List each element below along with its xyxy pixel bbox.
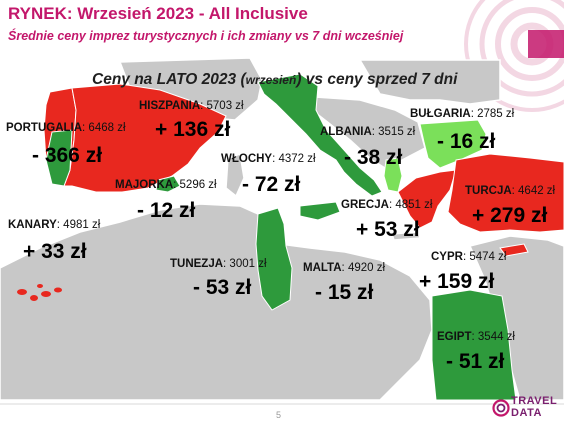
price-albania: 3515 zł bbox=[378, 126, 416, 138]
logo-word-data: DATA bbox=[511, 407, 542, 419]
price-tunezja: 3001 zł bbox=[229, 258, 267, 270]
change-kanary: + 33 zł bbox=[23, 240, 87, 263]
change-portugalia: - 366 zł bbox=[32, 144, 103, 167]
region-grecja bbox=[397, 169, 457, 229]
travel-data-logo: TRAVEL DATA bbox=[492, 394, 562, 422]
change-malta: - 15 zł bbox=[315, 281, 374, 304]
change-wlochy: - 72 zł bbox=[242, 173, 301, 196]
change-grecja: + 53 zł bbox=[356, 218, 420, 241]
price-hiszpania: 5703 zł bbox=[206, 100, 244, 112]
price-egipt: 3544 zł bbox=[477, 331, 515, 343]
change-egipt: - 51 zł bbox=[446, 350, 505, 373]
name-malta: MALTA bbox=[303, 262, 342, 274]
label-hiszpania: HISZPANIA: 5703 zł bbox=[139, 100, 244, 112]
region-sycylia bbox=[299, 201, 341, 221]
label-grecja: GRECJA: 4851 zł bbox=[341, 199, 433, 211]
region-kanary bbox=[17, 284, 62, 301]
change-turcja: + 279 zł bbox=[472, 204, 548, 227]
page-number: 5 bbox=[276, 410, 282, 420]
label-portugalia: PORTUGALIA: 6468 zł bbox=[6, 122, 126, 134]
label-albania: ALBANIA: 3515 zł bbox=[320, 126, 416, 138]
region-tunezja bbox=[255, 207, 293, 311]
label-turcja: TURCJA: 4642 zł bbox=[465, 185, 556, 197]
price-majorka: 5296 zł bbox=[179, 179, 217, 191]
name-egipt: EGIPT bbox=[437, 331, 472, 343]
name-wlochy: WŁOCHY bbox=[221, 153, 273, 165]
label-wlochy: WŁOCHY: 4372 zł bbox=[221, 153, 316, 165]
change-albania: - 38 zł bbox=[344, 146, 403, 169]
name-albania: ALBANIA bbox=[320, 126, 372, 138]
name-kanary: KANARY bbox=[8, 219, 57, 231]
price-bulgaria: 2785 zł bbox=[477, 108, 515, 120]
land-grey bbox=[0, 57, 564, 401]
name-portugalia: PORTUGALIA bbox=[6, 122, 83, 134]
name-grecja: GRECJA bbox=[341, 199, 389, 211]
name-majorka: MAJORKA bbox=[115, 179, 174, 191]
price-kanary: 4981 zł bbox=[63, 219, 101, 231]
region-cypr bbox=[499, 243, 529, 257]
price-malta: 4920 zł bbox=[347, 262, 386, 274]
region-egipt bbox=[431, 289, 517, 401]
change-majorka: - 12 zł bbox=[137, 199, 196, 222]
logo-swirl-icon bbox=[492, 399, 510, 417]
label-bulgaria: BUŁGARIA: 2785 zł bbox=[410, 108, 515, 120]
region-portugalia-decrease bbox=[45, 129, 73, 187]
slide-subtitle: Średnie ceny imprez turystycznych i ich … bbox=[8, 29, 404, 43]
label-kanary: KANARY: 4981 zł bbox=[8, 219, 101, 231]
corner-accent bbox=[528, 30, 564, 58]
region-turcja bbox=[447, 153, 564, 233]
name-tunezja: TUNEZJA bbox=[170, 258, 224, 270]
map-headline: Ceny na LATO 2023 (wrzesień) vs ceny spr… bbox=[92, 71, 457, 89]
region-wlochy bbox=[257, 73, 383, 197]
name-cypr: CYPR bbox=[431, 251, 463, 263]
price-cypr: 5474 zł bbox=[469, 251, 507, 263]
label-tunezja: TUNEZJA: 3001 zł bbox=[170, 258, 267, 270]
label-malta: MALTA: 4920 zł bbox=[303, 262, 386, 274]
price-turcja: 4642 zł bbox=[518, 185, 556, 197]
change-tunezja: - 53 zł bbox=[193, 276, 252, 299]
headline-part2: ) vs ceny sprzed 7 dni bbox=[296, 71, 458, 88]
slide-title: RYNEK: Wrzesień 2023 - All Inclusive bbox=[8, 4, 308, 23]
name-hiszpania: HISZPANIA bbox=[139, 100, 201, 112]
headline-small: wrzesień bbox=[245, 73, 297, 87]
region-majorka bbox=[155, 175, 181, 193]
change-hiszpania: + 136 zł bbox=[155, 118, 231, 141]
label-egipt: EGIPT: 3544 zł bbox=[437, 331, 515, 343]
change-bulgaria: - 16 zł bbox=[437, 130, 496, 153]
name-bulgaria: BUŁGARIA bbox=[410, 108, 471, 120]
price-wlochy: 4372 zł bbox=[278, 153, 316, 165]
headline-part1: Ceny na LATO 2023 ( bbox=[92, 71, 246, 88]
name-turcja: TURCJA bbox=[465, 185, 512, 197]
price-portugalia: 6468 zł bbox=[88, 122, 126, 134]
logo-word-travel: TRAVEL bbox=[511, 395, 558, 407]
label-majorka: MAJORKA: 5296 zł bbox=[115, 179, 217, 191]
price-grecja: 4851 zł bbox=[395, 199, 433, 211]
label-cypr: CYPR: 5474 zł bbox=[431, 251, 507, 263]
change-cypr: + 159 zł bbox=[419, 270, 495, 293]
